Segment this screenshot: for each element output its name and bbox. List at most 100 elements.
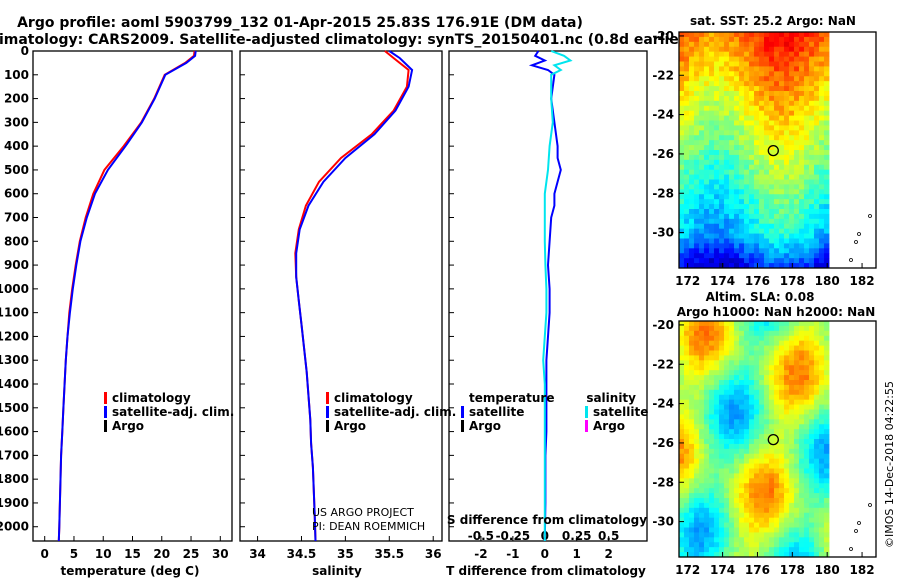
map-cell — [744, 340, 750, 346]
map-cell — [764, 46, 770, 53]
map-cell — [679, 248, 685, 254]
map-cell — [719, 507, 725, 514]
map-cell — [679, 488, 685, 494]
map-cell — [749, 263, 755, 269]
map-cell — [699, 76, 705, 82]
map-cell — [819, 547, 825, 553]
map-cell — [734, 419, 740, 425]
map-cell — [759, 174, 765, 180]
map-cell — [824, 243, 830, 249]
map-cell — [764, 453, 770, 460]
map-cell — [779, 223, 785, 230]
map-cell — [759, 61, 765, 67]
map-cell — [744, 189, 750, 195]
map-cell — [729, 360, 735, 366]
map-cell — [684, 76, 690, 82]
map-cell — [789, 130, 795, 136]
map-cell — [769, 36, 775, 43]
map-cell — [764, 498, 770, 504]
map-cell — [709, 493, 715, 499]
map-cell — [804, 76, 810, 82]
map-cell — [759, 169, 765, 175]
map-cell — [769, 76, 775, 82]
map-cell — [769, 125, 775, 131]
map-cell — [784, 542, 790, 548]
temperature-xticks: 0 5 10 15 20 25 30 — [41, 536, 229, 561]
sal-legend-swatch-climatology — [326, 392, 329, 404]
map-cell — [824, 41, 830, 48]
map-cell — [794, 360, 800, 366]
map-cell — [824, 110, 830, 116]
map-cell — [719, 223, 725, 230]
map-cell — [709, 169, 715, 175]
map-cell — [809, 370, 815, 376]
map-cell — [694, 199, 700, 205]
map-cell — [759, 184, 765, 190]
map-cell — [759, 120, 765, 126]
map-cell — [709, 389, 715, 396]
map-cell — [789, 209, 795, 215]
map-cell — [824, 199, 830, 205]
map-cell — [719, 512, 725, 519]
map-cell — [764, 81, 770, 87]
map-cell — [769, 194, 775, 200]
map-cell — [709, 537, 715, 543]
y-tick-label: 1200 — [0, 329, 29, 343]
map-cell — [754, 394, 760, 401]
map-cell — [779, 394, 785, 401]
map-cell — [804, 223, 810, 230]
map-cell — [749, 110, 755, 116]
map-cell — [719, 56, 725, 62]
map-cell — [709, 458, 715, 464]
map-cell — [774, 110, 780, 116]
sla-map-grid — [679, 321, 876, 558]
map-cell — [779, 365, 785, 371]
map-cell — [784, 552, 790, 558]
map-cell — [824, 350, 830, 356]
map-cell — [769, 159, 775, 166]
map-cell — [799, 453, 805, 460]
map-cell — [759, 213, 765, 220]
map-cell — [694, 473, 700, 479]
map-cell — [824, 140, 830, 146]
map-cell — [819, 135, 825, 141]
map-cell — [794, 115, 800, 121]
map-cell — [774, 184, 780, 190]
map-cell — [784, 448, 790, 455]
map-cell — [749, 32, 755, 38]
map-cell — [824, 419, 830, 425]
map-cell — [744, 434, 750, 440]
map-cell — [734, 95, 740, 102]
map-cell — [744, 360, 750, 366]
map-cell — [809, 330, 815, 337]
map-cell — [749, 414, 755, 420]
map-cell — [784, 360, 790, 366]
map-cell — [724, 542, 730, 548]
map-cell — [714, 189, 720, 195]
map-cell — [824, 100, 830, 107]
map-cell — [724, 130, 730, 136]
map-cell — [694, 439, 700, 445]
map-cell — [694, 150, 700, 156]
map-cell — [774, 473, 780, 479]
map-cell — [759, 36, 765, 43]
map-cell — [824, 384, 830, 391]
map-cell — [729, 419, 735, 425]
map-cell — [689, 365, 695, 371]
map-cell — [754, 468, 760, 474]
map-cell — [804, 145, 810, 151]
map-cell — [809, 223, 815, 230]
map-cell — [734, 409, 740, 415]
map-cell — [789, 448, 795, 455]
map-cell — [679, 330, 685, 337]
map-cell — [724, 184, 730, 190]
map-cell — [709, 213, 715, 220]
map-cell — [789, 263, 795, 269]
map-cell — [704, 145, 710, 151]
s-tick-label: -0.25 — [496, 529, 531, 543]
map-cell — [704, 325, 710, 332]
map-cell — [789, 228, 795, 234]
map-cell — [744, 321, 750, 327]
map-cell — [819, 56, 825, 62]
map-y-tick-label: -28 — [652, 475, 674, 489]
